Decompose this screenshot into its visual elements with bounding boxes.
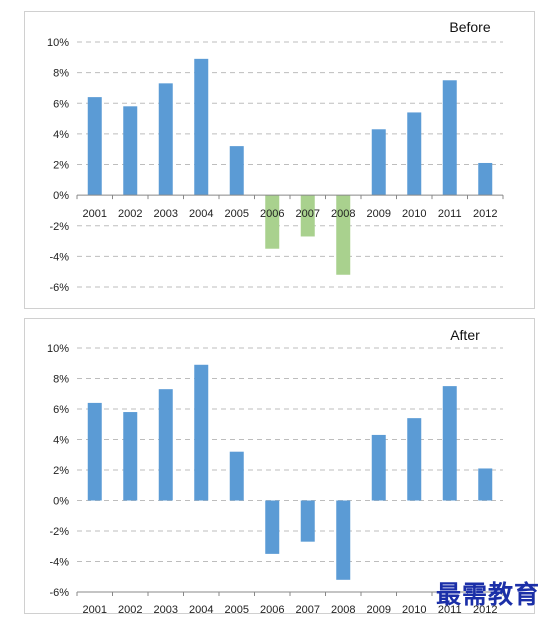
after-ytick-label: -4%	[49, 557, 69, 569]
before-category-label: 2002	[118, 208, 142, 220]
after-bar	[158, 389, 173, 501]
after-bar	[336, 500, 351, 580]
after-ytick-label: 4%	[53, 435, 69, 447]
after-category-label: 2008	[331, 604, 355, 616]
before-category-label: 2011	[438, 208, 462, 220]
watermark-logo: 最需教育	[436, 580, 541, 609]
chart-before: Before 10% 8% 6% 4% 2% 0% -2% -4% -6% 2001 2002 2003…	[47, 19, 504, 294]
before-bar	[158, 83, 173, 196]
before-ytick-label: 10%	[47, 37, 69, 49]
before-bar	[229, 146, 244, 196]
after-bar	[87, 402, 102, 501]
chart-after: After 10% 8% 6% 4% 2% 0% -2% -4% -6% 2001 2002 2003 2…	[47, 327, 504, 616]
after-ytick-label: 10%	[47, 343, 69, 355]
after-category-label: 2011	[438, 604, 462, 616]
before-category-label: 2004	[189, 208, 213, 220]
before-category-label: 2007	[296, 208, 320, 220]
after-bar	[300, 500, 315, 542]
after-category-label: 2002	[118, 604, 142, 616]
after-category-label: 2005	[225, 604, 249, 616]
after-category-label: 2012	[473, 604, 497, 616]
before-ytick-label: 6%	[53, 98, 69, 110]
before-ytick-label: -4%	[49, 251, 69, 263]
before-ytick-label: 4%	[53, 129, 69, 141]
after-bar	[265, 500, 280, 554]
after-ytick-label: 2%	[53, 465, 69, 477]
before-bar	[478, 162, 493, 196]
before-bar	[123, 106, 138, 196]
before-category-label: 2012	[473, 208, 497, 220]
before-ytick-label: -2%	[49, 221, 69, 233]
after-ytick-label: -6%	[49, 587, 69, 599]
after-bar	[478, 468, 493, 501]
before-bar	[371, 129, 386, 196]
after-bar	[194, 364, 209, 501]
before-category-label: 2006	[260, 208, 284, 220]
before-category-label: 2003	[154, 208, 178, 220]
after-ytick-label: -2%	[49, 526, 69, 538]
after-bar	[371, 434, 386, 501]
before-ytick-label: 8%	[53, 68, 69, 80]
before-ytick-label: -6%	[49, 282, 69, 294]
after-bar	[229, 451, 244, 501]
chart-after-panel: After 10% 8% 6% 4% 2% 0% -2% -4% -6% 2001 2002 2003 2…	[24, 318, 535, 616]
after-category-label: 2009	[367, 604, 391, 616]
after-category-label: 2003	[154, 604, 178, 616]
after-category-label: 2006	[260, 604, 284, 616]
before-category-label: 2005	[225, 208, 249, 220]
after-title: After	[450, 327, 480, 343]
after-category-label: 2010	[402, 604, 426, 616]
before-category-label: 2008	[331, 208, 355, 220]
after-ytick-label: 6%	[53, 404, 69, 416]
after-bar	[407, 418, 422, 501]
before-ytick-label: 2%	[53, 160, 69, 172]
before-category-label: 2001	[83, 208, 107, 220]
after-ytick-label: 0%	[53, 496, 69, 508]
after-category-label: 2004	[189, 604, 213, 616]
before-bar	[336, 195, 351, 275]
after-bar	[442, 386, 457, 501]
before-ytick-label: 0%	[53, 190, 69, 202]
after-category-label: 2001	[83, 604, 107, 616]
before-bar	[194, 58, 209, 196]
before-bar	[300, 195, 315, 237]
chart-before-panel: Before 10% 8% 6% 4% 2% 0% -2% -4% -6% 2001 2002 2003…	[24, 11, 535, 309]
after-ytick-label: 8%	[53, 374, 69, 386]
after-bar	[123, 412, 138, 501]
before-bar	[265, 195, 280, 249]
before-bar	[442, 80, 457, 196]
after-category-label: 2007	[296, 604, 320, 616]
before-title: Before	[449, 19, 490, 35]
before-category-label: 2010	[402, 208, 426, 220]
before-category-label: 2009	[367, 208, 391, 220]
before-bar	[87, 97, 102, 196]
before-bar	[407, 112, 422, 196]
